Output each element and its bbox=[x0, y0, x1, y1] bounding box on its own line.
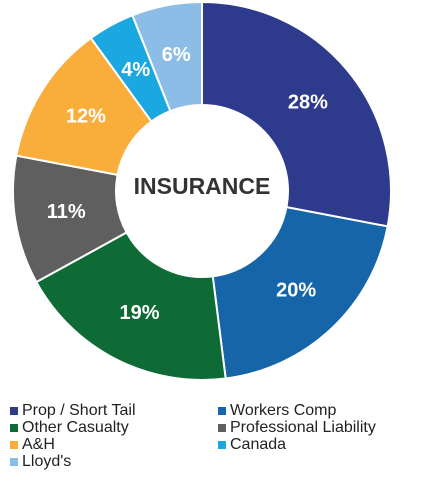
legend-swatch bbox=[10, 458, 18, 466]
legend-swatch bbox=[10, 441, 18, 449]
legend-swatch bbox=[10, 407, 18, 415]
legend-swatch bbox=[218, 424, 226, 432]
donut-slice bbox=[131, 0, 203, 113]
legend-swatch bbox=[10, 424, 18, 432]
center-label: INSURANCE bbox=[134, 173, 271, 199]
slice-label: 19% bbox=[120, 302, 160, 324]
donut-slice bbox=[201, 0, 392, 228]
legend-label: Other Casualty bbox=[22, 419, 129, 436]
legend-label: Prop / Short Tail bbox=[22, 402, 136, 419]
legend-label: Professional Liability bbox=[230, 419, 376, 436]
slice-label: 20% bbox=[276, 280, 316, 302]
slice-label: 28% bbox=[288, 92, 328, 114]
legend-swatch bbox=[218, 441, 226, 449]
legend-label: Lloyd's bbox=[22, 453, 71, 470]
legend-swatch bbox=[218, 407, 226, 415]
legend-label: A&H bbox=[22, 436, 55, 453]
slice-label: 6% bbox=[162, 44, 191, 66]
legend-label: Workers Comp bbox=[230, 402, 336, 419]
slice-label: 12% bbox=[66, 106, 106, 128]
donut-slice bbox=[35, 231, 227, 381]
legend-label: Canada bbox=[230, 436, 286, 453]
slice-label: 4% bbox=[121, 59, 150, 81]
donut-slice bbox=[211, 205, 389, 380]
slice-label: 11% bbox=[47, 201, 86, 223]
